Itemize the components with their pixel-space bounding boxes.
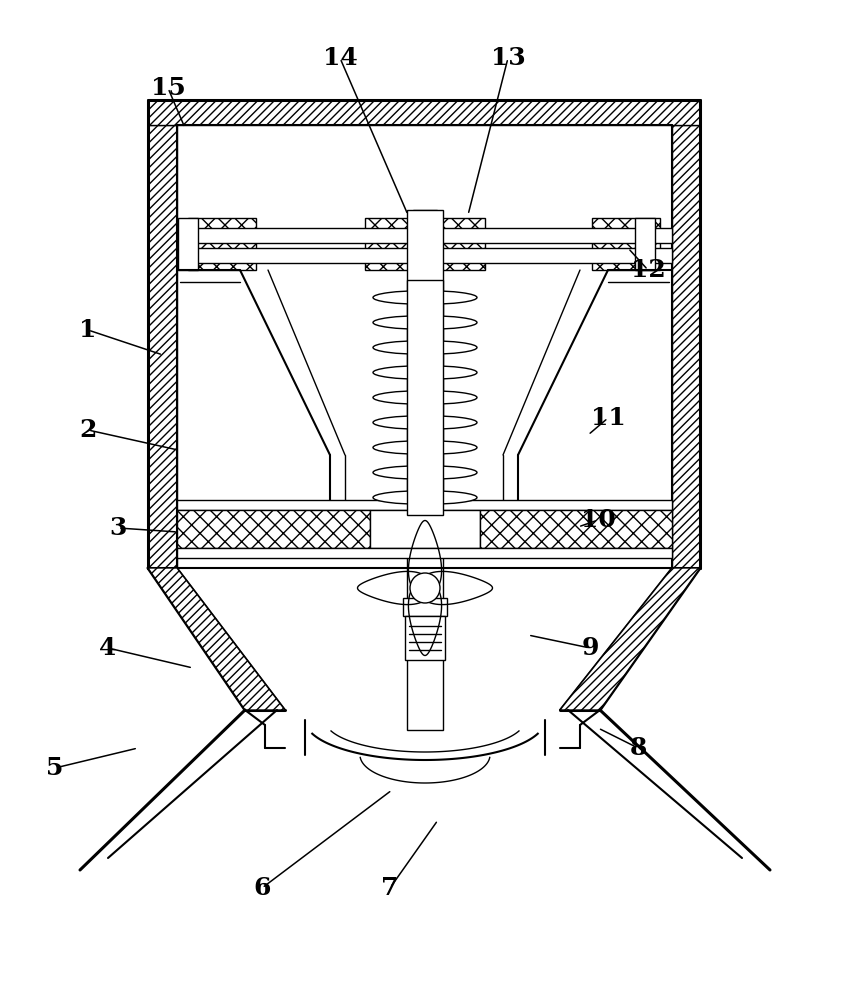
- Polygon shape: [148, 100, 177, 125]
- Bar: [177, 510, 370, 548]
- Ellipse shape: [373, 491, 477, 504]
- Bar: [365, 218, 485, 270]
- Polygon shape: [672, 100, 700, 125]
- Ellipse shape: [373, 391, 477, 404]
- Ellipse shape: [373, 466, 477, 479]
- Bar: [370, 510, 480, 548]
- Text: 15: 15: [150, 76, 185, 100]
- Text: 6: 6: [253, 876, 270, 900]
- Text: 12: 12: [631, 258, 666, 282]
- Ellipse shape: [373, 416, 477, 429]
- Bar: [178, 248, 672, 263]
- Ellipse shape: [373, 316, 477, 329]
- Bar: [407, 210, 443, 730]
- Text: 8: 8: [629, 736, 647, 760]
- Ellipse shape: [373, 441, 477, 454]
- Polygon shape: [148, 568, 285, 710]
- Polygon shape: [672, 125, 700, 568]
- Polygon shape: [560, 568, 700, 710]
- Ellipse shape: [373, 366, 477, 379]
- Polygon shape: [148, 100, 700, 125]
- Text: 5: 5: [46, 756, 64, 780]
- Bar: [178, 228, 672, 243]
- Text: 9: 9: [581, 636, 598, 660]
- Text: 14: 14: [323, 46, 357, 70]
- Bar: [178, 218, 198, 270]
- Text: 10: 10: [581, 508, 615, 532]
- Text: 3: 3: [110, 516, 127, 540]
- Text: 2: 2: [79, 418, 97, 442]
- Bar: [413, 210, 437, 218]
- Bar: [413, 263, 437, 271]
- Bar: [403, 598, 447, 616]
- Text: 11: 11: [591, 406, 626, 430]
- Bar: [592, 218, 660, 270]
- Bar: [188, 218, 256, 270]
- Ellipse shape: [373, 341, 477, 354]
- Circle shape: [410, 573, 440, 603]
- Bar: [177, 548, 672, 558]
- Bar: [405, 616, 445, 660]
- Text: 7: 7: [382, 876, 399, 900]
- Text: 13: 13: [490, 46, 525, 70]
- Polygon shape: [148, 125, 177, 568]
- Text: 1: 1: [79, 318, 97, 342]
- Text: 4: 4: [99, 636, 116, 660]
- Bar: [407, 280, 443, 515]
- Bar: [480, 510, 672, 548]
- Bar: [177, 500, 672, 510]
- Bar: [635, 218, 655, 270]
- Ellipse shape: [373, 291, 477, 304]
